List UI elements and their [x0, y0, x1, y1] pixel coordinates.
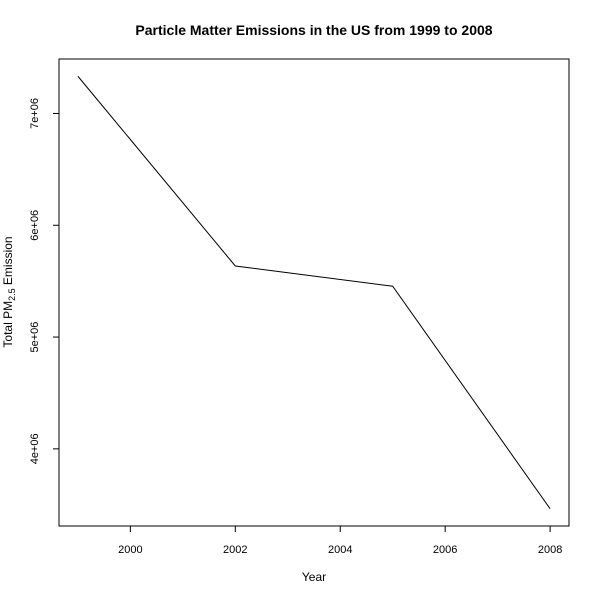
y-tick-label-4e+06: 4e+06 — [29, 433, 41, 464]
x-tick-label-2002: 2002 — [223, 544, 247, 556]
y-axis-label-suffix: Emission — [1, 236, 15, 288]
y-axis-label-prefix: Total PM — [1, 301, 15, 348]
x-axis-label: Year — [302, 570, 326, 584]
series-line-0 — [78, 76, 550, 509]
x-tick-label-2008: 2008 — [538, 544, 562, 556]
x-tick-label-2000: 2000 — [118, 544, 142, 556]
series-layer — [78, 76, 550, 509]
y-tick-label-7e+06: 7e+06 — [29, 98, 41, 129]
y-tick-label-6e+06: 6e+06 — [29, 210, 41, 241]
x-tick-label-2004: 2004 — [328, 544, 352, 556]
plot-area-frame — [59, 59, 569, 526]
y-axis: 4e+06 5e+06 6e+06 7e+06 — [29, 98, 59, 464]
y-axis-label-subscript: 2.5 — [7, 288, 17, 301]
x-axis: 2000 2002 2004 2006 2008 — [118, 526, 562, 556]
chart-title: Particle Matter Emissions in the US from… — [135, 22, 492, 38]
y-axis-label: Total PM2.5 Emission — [1, 236, 17, 347]
x-tick-label-2006: 2006 — [433, 544, 457, 556]
y-tick-label-5e+06: 5e+06 — [29, 322, 41, 353]
